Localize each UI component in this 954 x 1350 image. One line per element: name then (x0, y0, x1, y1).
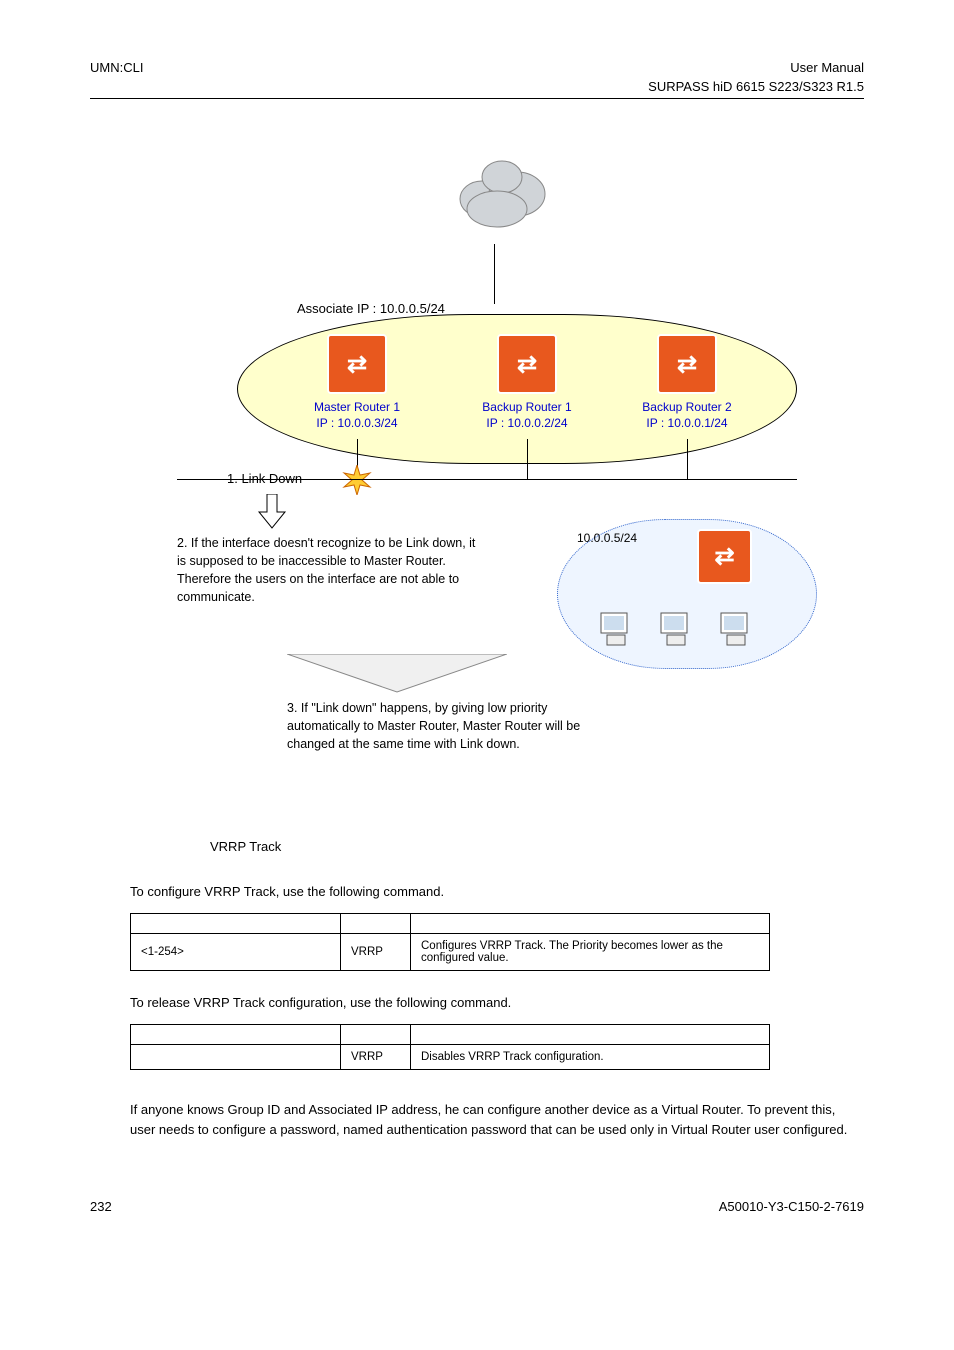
table-header (131, 1025, 341, 1045)
router-icon: ⇄ (327, 334, 387, 394)
table-cell: Disables VRRP Track configuration. (411, 1045, 770, 1070)
backup-router-2: ⇄ Backup Router 2 IP : 10.0.0.1/24 (617, 334, 757, 431)
table-cell (131, 1045, 341, 1070)
connector-line (527, 439, 528, 479)
router-name: Master Router 1 (287, 400, 427, 416)
table-header (341, 1025, 411, 1045)
explanation-2: 2. If the interface doesn't recognize to… (177, 534, 477, 607)
router-name: Backup Router 1 (457, 400, 597, 416)
header-left: UMN:CLI (90, 60, 143, 75)
cloud-connector (494, 244, 495, 304)
down-arrow-icon (257, 494, 287, 529)
router-ip: IP : 10.0.0.3/24 (287, 416, 427, 432)
explanation-3: 3. If "Link down" happens, by giving low… (287, 699, 597, 753)
table-cell: <1-254> (131, 934, 341, 971)
master-router-1: ⇄ Master Router 1 IP : 10.0.0.3/24 (287, 334, 427, 431)
backup-router-1: ⇄ Backup Router 1 IP : 10.0.0.2/24 (457, 334, 597, 431)
table-row: VRRP Disables VRRP Track configuration. (131, 1045, 770, 1070)
page-number: 232 (90, 1199, 112, 1214)
pc-icon (657, 609, 697, 649)
router-icon: ⇄ (497, 334, 557, 394)
table-header (131, 914, 341, 934)
page-header-sub: SURPASS hiD 6615 S223/S323 R1.5 (90, 79, 864, 94)
network-bus (177, 479, 797, 480)
figure-caption: VRRP Track (210, 839, 864, 854)
page-footer: 232 A50010-Y3-C150-2-7619 (90, 1199, 864, 1214)
header-right2: SURPASS hiD 6615 S223/S323 R1.5 (648, 79, 864, 94)
table-header-row (131, 914, 770, 934)
router-ip: IP : 10.0.0.2/24 (457, 416, 597, 432)
router-icon: ⇄ (697, 529, 752, 584)
auth-password-paragraph: If anyone knows Group ID and Associated … (130, 1100, 864, 1139)
paragraph-release: To release VRRP Track configuration, use… (130, 995, 864, 1010)
connector-line (687, 439, 688, 479)
table-cell: VRRP (341, 1045, 411, 1070)
burst-icon (342, 465, 372, 495)
pc-icon (717, 609, 757, 649)
cloud-icon (447, 139, 557, 249)
router-name: Backup Router 2 (617, 400, 757, 416)
subnet-ip-label: 10.0.0.5/24 (577, 531, 637, 545)
table-header (341, 914, 411, 934)
table-row: <1-254> VRRP Configures VRRP Track. The … (131, 934, 770, 971)
associate-ip-label: Associate IP : 10.0.0.5/24 (297, 301, 445, 316)
header-right1: User Manual (790, 60, 864, 75)
table-header (411, 914, 770, 934)
page-header: UMN:CLI User Manual (90, 60, 864, 75)
table-header-row (131, 1025, 770, 1045)
triangle-arrow-icon (287, 654, 507, 694)
doc-number: A50010-Y3-C150-2-7619 (719, 1199, 864, 1214)
command-table-release: VRRP Disables VRRP Track configuration. (130, 1024, 770, 1070)
command-table-config: <1-254> VRRP Configures VRRP Track. The … (130, 913, 770, 971)
table-cell: Configures VRRP Track. The Priority beco… (411, 934, 770, 971)
pc-icon (597, 609, 637, 649)
header-rule (90, 98, 864, 99)
paragraph-config: To configure VRRP Track, use the followi… (130, 884, 864, 899)
vrrp-diagram: Associate IP : 10.0.0.5/24 ⇄ Master Rout… (157, 139, 797, 819)
router-icon: ⇄ (657, 334, 717, 394)
table-header (411, 1025, 770, 1045)
table-cell: VRRP (341, 934, 411, 971)
user-network-group: 10.0.0.5/24 ⇄ (557, 519, 817, 679)
router-ip: IP : 10.0.0.1/24 (617, 416, 757, 432)
pc-row (597, 609, 757, 649)
